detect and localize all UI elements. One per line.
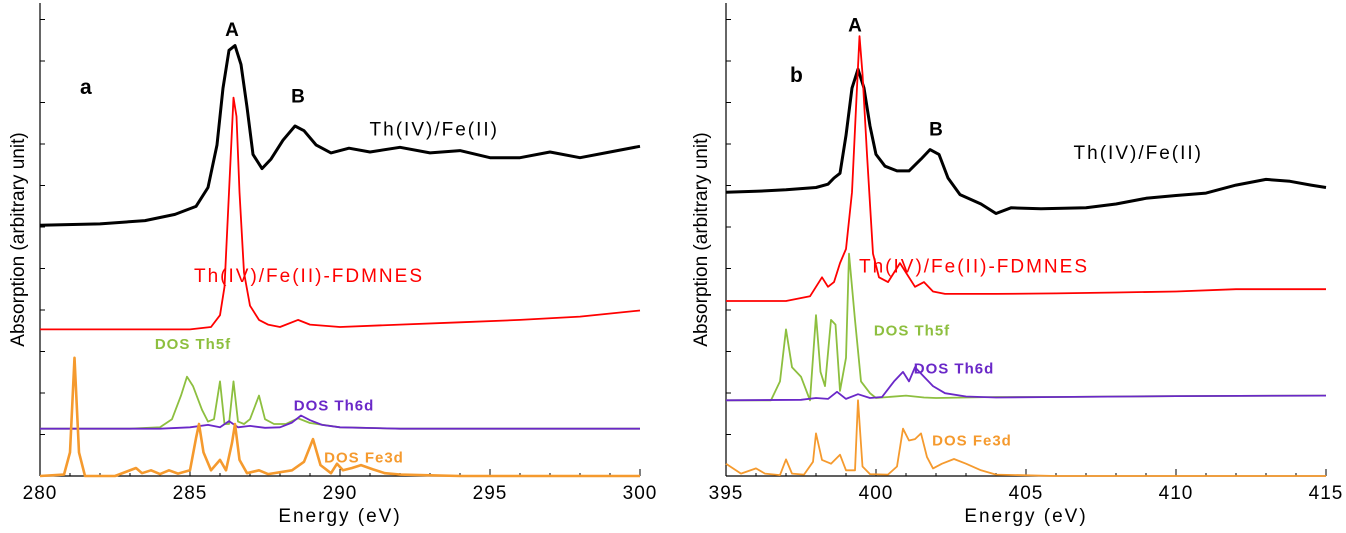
series-label-fdmnes: Th(IV)/Fe(II)-FDMNES (859, 257, 1089, 278)
series-label-th6d: DOS Th6d (294, 398, 375, 415)
series-line-th6d (40, 414, 640, 430)
y-axis-title: Absorption (arbitrary unit) (8, 132, 29, 346)
series-label-fe3d: DOS Fe3d (932, 433, 1012, 450)
x-tick-label: 415 (1309, 483, 1344, 504)
x-tick-label: 295 (473, 483, 508, 504)
series-line-total (39, 44, 641, 227)
x-tick-label: 280 (23, 483, 58, 504)
x-tick-label: 300 (623, 483, 658, 504)
peak-label-b: B (929, 119, 943, 140)
series-label-th5f: DOS Th5f (874, 323, 950, 340)
panel-label: a (80, 76, 92, 99)
series-line-th6d (725, 366, 1327, 402)
x-tick-label: 410 (1159, 483, 1194, 504)
series-label-fdmnes: Th(IV)/Fe(II)-FDMNES (194, 266, 424, 287)
x-tick-label: 285 (173, 483, 208, 504)
peak-label-a: A (848, 15, 862, 36)
panel-label: b (790, 64, 803, 87)
series-line-total (725, 67, 1327, 215)
x-axis-title: Energy (eV) (964, 506, 1087, 527)
series-line-fe3d (725, 399, 1326, 477)
series-label-fe3d: DOS Fe3d (324, 449, 404, 466)
series-line-fdmnes (40, 96, 641, 331)
series-line-fdmnes (726, 35, 1326, 302)
series-line-fe3d (39, 356, 640, 478)
chart-panel-a: 280 285 290 295 300 Energy (eV) Absorption (ar… (8, 3, 658, 527)
series-label-total: Th(IV)/Fe(II) (1074, 143, 1203, 164)
series-label-th6d: DOS Th6d (914, 360, 995, 377)
chart-panel-b: 395 400 405 410 415 Energy (eV) Absorption (ar… (691, 3, 1344, 527)
y-axis-title: Absorption (arbitrary unit) (691, 132, 712, 346)
x-tick-label: 395 (709, 483, 744, 504)
peak-label-a: A (225, 20, 239, 41)
x-tick-label: 290 (323, 483, 358, 504)
x-tick-label: 405 (1009, 483, 1044, 504)
series-label-th5f: DOS Th5f (155, 336, 231, 353)
x-axis-title: Energy (eV) (278, 506, 401, 527)
series-label-total: Th(IV)/Fe(II) (370, 119, 499, 140)
x-tick-label: 400 (859, 483, 894, 504)
peak-label-b: B (291, 86, 305, 107)
